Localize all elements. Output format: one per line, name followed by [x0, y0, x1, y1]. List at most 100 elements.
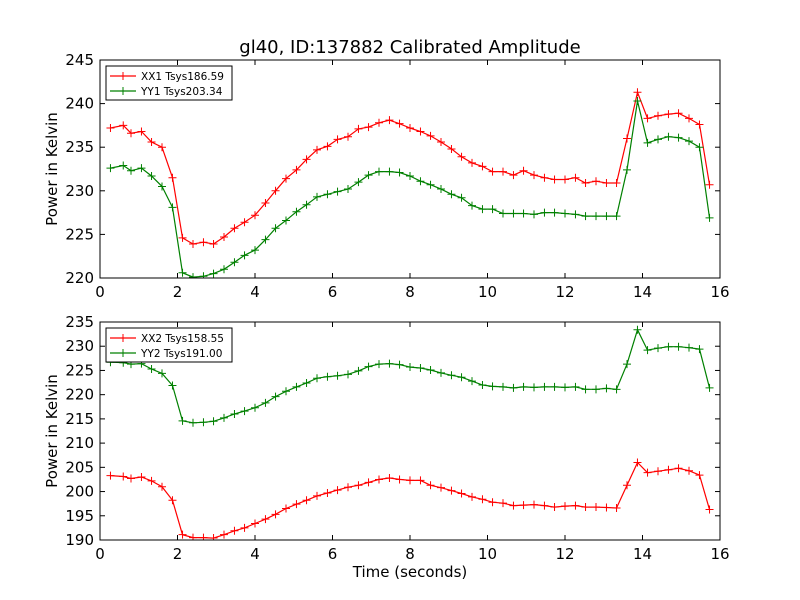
y-tick-label: 220	[65, 386, 94, 404]
data-point	[147, 364, 156, 373]
data-point	[271, 224, 280, 233]
y-tick-label: 245	[65, 51, 94, 69]
data-point	[550, 175, 559, 184]
data-point	[292, 207, 301, 216]
data-point	[623, 134, 631, 143]
data-point	[540, 208, 549, 217]
data-point	[695, 120, 704, 129]
data-point	[426, 365, 435, 374]
data-point	[540, 382, 549, 391]
data-point	[292, 382, 301, 391]
plot-area	[106, 325, 714, 540]
plot-area	[106, 88, 714, 278]
x-tick-label: 4	[250, 283, 260, 301]
data-point	[426, 481, 435, 490]
data-point	[468, 377, 476, 386]
x-tick-label: 4	[250, 545, 260, 563]
data-point	[137, 473, 146, 482]
data-point	[261, 515, 270, 524]
data-point	[344, 132, 352, 141]
data-point	[230, 258, 239, 267]
data-point	[395, 360, 404, 369]
data-point	[581, 385, 590, 394]
data-point	[147, 476, 156, 485]
data-point	[674, 342, 683, 351]
data-point	[292, 165, 301, 174]
data-point	[251, 403, 259, 412]
data-point	[230, 526, 239, 535]
data-point	[447, 486, 456, 495]
y-tick-label: 200	[65, 483, 94, 501]
data-point	[447, 144, 456, 153]
data-point	[168, 203, 177, 212]
data-point	[178, 233, 187, 242]
data-point	[612, 504, 621, 513]
data-point	[478, 162, 487, 171]
data-point	[251, 246, 259, 255]
data-point	[612, 385, 621, 394]
data-point	[416, 364, 425, 373]
data-point	[344, 370, 352, 379]
data-point	[416, 177, 425, 186]
data-point	[106, 124, 115, 133]
data-point	[685, 466, 693, 475]
data-point	[530, 210, 538, 219]
data-point	[189, 273, 197, 278]
data-point	[199, 238, 208, 247]
y-tick-label: 230	[65, 182, 94, 200]
data-point	[385, 116, 394, 125]
x-tick-label: 12	[555, 545, 574, 563]
data-point	[230, 410, 239, 419]
data-point	[705, 180, 714, 189]
data-point	[581, 503, 590, 512]
y-tick-label: 205	[65, 458, 94, 476]
data-point	[633, 325, 642, 334]
data-point	[654, 344, 662, 353]
x-tick-label: 2	[173, 545, 183, 563]
data-point	[561, 502, 569, 511]
series-line-1	[110, 90, 711, 245]
y-tick-label: 230	[65, 337, 94, 355]
data-point	[519, 501, 528, 510]
data-point	[695, 143, 704, 152]
legend-label: YY2 Tsys191.00	[140, 348, 222, 360]
data-point	[271, 392, 280, 401]
data-point	[426, 180, 435, 189]
x-tick-label: 6	[328, 545, 338, 563]
data-point	[230, 224, 239, 233]
data-point	[395, 168, 404, 177]
y-tick-label: 220	[65, 269, 94, 287]
data-point	[127, 166, 135, 175]
data-point	[623, 165, 631, 174]
x-tick-label: 0	[95, 283, 105, 301]
data-point	[468, 158, 476, 167]
data-point	[292, 500, 301, 509]
data-point	[437, 137, 445, 146]
data-point	[364, 478, 373, 487]
data-point	[323, 489, 332, 498]
data-point	[437, 185, 445, 194]
data-point	[571, 501, 580, 510]
data-point	[271, 186, 280, 195]
data-point	[240, 251, 249, 260]
data-point	[209, 239, 218, 248]
data-point	[519, 209, 528, 218]
data-point	[437, 368, 445, 377]
data-point	[664, 132, 673, 141]
series-line-1	[110, 461, 711, 539]
figure-title: gl40, ID:137882 Calibrated Amplitude	[239, 37, 580, 58]
data-point	[178, 530, 187, 539]
data-point	[530, 500, 538, 509]
data-point	[261, 199, 270, 208]
data-point	[240, 523, 249, 532]
data-point	[705, 505, 714, 514]
x-tick-label: 6	[328, 283, 338, 301]
legend-label: YY1 Tsys203.34	[140, 86, 223, 98]
legend-swatch-marker	[119, 72, 127, 80]
x-tick-label: 10	[478, 545, 497, 563]
data-point	[664, 342, 673, 351]
data-point	[406, 171, 414, 180]
data-point	[530, 383, 538, 392]
data-point	[178, 268, 187, 277]
data-point	[468, 492, 476, 501]
